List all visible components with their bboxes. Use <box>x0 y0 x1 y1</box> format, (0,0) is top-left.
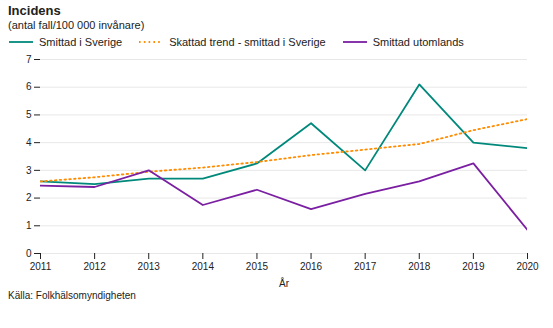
svg-text:5: 5 <box>26 109 32 120</box>
svg-text:2016: 2016 <box>300 261 323 272</box>
svg-text:1: 1 <box>26 220 32 231</box>
html-text:Skattad trend - smittad i Sver: Skattad trend - smittad i Sverige <box>169 36 326 48</box>
svg-text:3: 3 <box>26 165 32 176</box>
svg-text:4: 4 <box>26 137 32 148</box>
html-text:(antal fall/100 000 invånare): (antal fall/100 000 invånare) <box>8 19 145 31</box>
svg-text:7: 7 <box>26 54 32 65</box>
svg-text:2014: 2014 <box>192 261 215 272</box>
html-text:Smittad i Sverige: Smittad i Sverige <box>39 36 123 48</box>
html-text:Incidens: Incidens <box>8 3 61 18</box>
svg-text:2011: 2011 <box>30 261 52 272</box>
svg-text:2013: 2013 <box>138 261 161 272</box>
html-text:Smittad utomlands: Smittad utomlands <box>372 36 464 48</box>
svg-text:2015: 2015 <box>246 261 269 272</box>
svg-text:2018: 2018 <box>408 261 431 272</box>
html-text:Källa: Folkhälsomyndigheten: Källa: Folkhälsomyndigheten <box>8 290 136 301</box>
svg-text:2012: 2012 <box>83 261 106 272</box>
svg-text:År: År <box>279 277 290 289</box>
svg-text:2020: 2020 <box>516 261 539 272</box>
svg-text:2017: 2017 <box>354 261 377 272</box>
svg-text:2: 2 <box>26 192 32 203</box>
svg-text:2019: 2019 <box>462 261 485 272</box>
svg-text:6: 6 <box>26 81 32 92</box>
svg-text:0: 0 <box>26 248 32 259</box>
